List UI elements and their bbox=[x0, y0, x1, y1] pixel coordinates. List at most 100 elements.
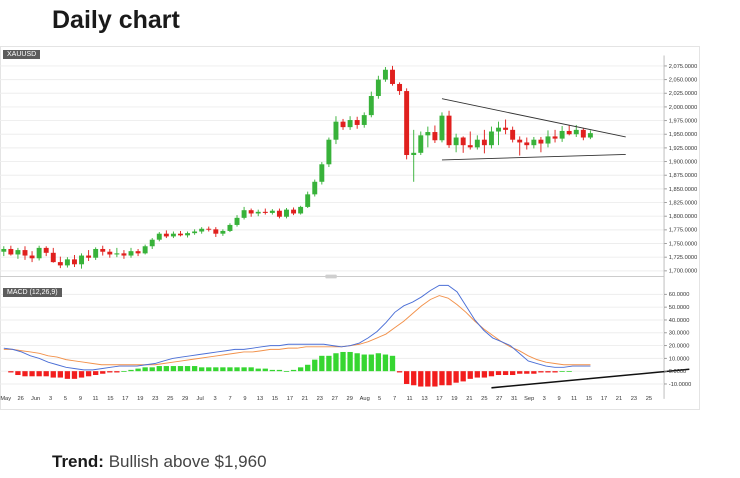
candle-body bbox=[135, 251, 141, 254]
x-tick-label: Jul bbox=[197, 396, 204, 402]
candle-body bbox=[100, 248, 106, 252]
macd-tick-label: 30.0000 bbox=[669, 331, 690, 337]
candle-body bbox=[185, 233, 191, 236]
x-tick-label: 23 bbox=[317, 396, 323, 402]
x-tick-label: 25 bbox=[167, 396, 173, 402]
x-tick-label: 3 bbox=[49, 396, 52, 402]
price-tick-label: 2,050.0000 bbox=[669, 77, 697, 83]
candle-body bbox=[206, 228, 212, 230]
x-tick-label: 9 bbox=[243, 396, 246, 402]
x-tick-label: 15 bbox=[586, 396, 592, 402]
x-tick-label: 17 bbox=[122, 396, 128, 402]
candle-body bbox=[15, 250, 21, 255]
histogram-bar bbox=[227, 367, 233, 372]
histogram-bar bbox=[78, 371, 85, 378]
triangle-trendline bbox=[441, 153, 626, 161]
histogram-bar bbox=[57, 371, 63, 378]
histogram-bar bbox=[425, 371, 431, 387]
candle-body bbox=[496, 127, 501, 132]
candle-body bbox=[149, 239, 155, 247]
x-tick-label: 19 bbox=[137, 396, 143, 402]
symbol-label: XAUUSD bbox=[3, 50, 41, 59]
histogram-bar bbox=[206, 367, 212, 372]
x-tick-label: 21 bbox=[466, 396, 472, 402]
candle-body bbox=[170, 233, 176, 237]
candle-body bbox=[368, 95, 374, 116]
candle-body bbox=[503, 127, 509, 130]
triangle-trendline bbox=[441, 98, 626, 138]
histogram-bar bbox=[93, 371, 99, 376]
price-tick-label: 2,000.0000 bbox=[669, 105, 697, 111]
signal-line bbox=[3, 295, 591, 366]
candle-body bbox=[156, 233, 162, 240]
candle-body bbox=[220, 230, 226, 234]
histogram-bar bbox=[432, 371, 438, 387]
candle-body bbox=[361, 115, 367, 125]
candle-body bbox=[411, 152, 417, 156]
histogram-bar bbox=[297, 367, 304, 372]
histogram-bar bbox=[474, 371, 480, 378]
price-tick-label: 1,925.0000 bbox=[669, 146, 697, 152]
candle-body bbox=[481, 139, 487, 146]
histogram-bar bbox=[22, 371, 28, 377]
candle-body bbox=[397, 83, 403, 92]
candle-body bbox=[142, 246, 148, 254]
macd-tick-label: 60.0000 bbox=[669, 292, 690, 298]
histogram-bar bbox=[396, 371, 403, 373]
price-tick-label: 1,950.0000 bbox=[669, 132, 697, 138]
histogram-bar bbox=[100, 371, 106, 374]
histogram-bar bbox=[149, 367, 155, 372]
candle-body bbox=[29, 255, 35, 259]
histogram-bar bbox=[276, 369, 283, 372]
histogram-bar bbox=[375, 353, 382, 372]
histogram-bar bbox=[509, 371, 516, 376]
x-tick-label: 11 bbox=[571, 396, 577, 402]
candle-body bbox=[517, 139, 523, 143]
histogram-bar bbox=[213, 367, 219, 372]
price-tick-label: 1,775.0000 bbox=[669, 228, 697, 234]
x-tick-label: 25 bbox=[481, 396, 487, 402]
histogram-bar bbox=[290, 369, 297, 372]
histogram-bar bbox=[538, 371, 544, 373]
x-tick-label: 3 bbox=[214, 396, 217, 402]
candle-body bbox=[559, 130, 565, 139]
candle-body bbox=[192, 231, 198, 234]
histogram-bar bbox=[305, 364, 311, 372]
x-tick-label: 9 bbox=[558, 396, 561, 402]
candle-body bbox=[227, 224, 233, 231]
x-tick-label: 27 bbox=[332, 396, 338, 402]
histogram-bar bbox=[531, 371, 537, 374]
histogram-bar bbox=[283, 371, 290, 372]
x-tick-label: 25 bbox=[646, 396, 652, 402]
histogram-bar bbox=[488, 371, 495, 377]
histogram-bar bbox=[354, 353, 360, 372]
macd-tick-label: -10.0000 bbox=[669, 382, 691, 388]
candle-body bbox=[418, 135, 424, 153]
candle-body bbox=[354, 120, 360, 125]
macd-trendline bbox=[491, 368, 690, 389]
histogram-bar bbox=[114, 371, 120, 373]
histogram-bar bbox=[382, 354, 389, 372]
histogram-bar bbox=[545, 371, 551, 373]
candle-body bbox=[234, 217, 240, 225]
x-tick-label: 15 bbox=[272, 396, 278, 402]
candle-body bbox=[460, 137, 466, 146]
candle-body bbox=[255, 211, 261, 214]
price-tick-label: 1,975.0000 bbox=[669, 118, 697, 124]
x-tick-label: 13 bbox=[257, 396, 263, 402]
x-tick-label: 13 bbox=[421, 396, 427, 402]
x-tick-label: 23 bbox=[152, 396, 158, 402]
histogram-bar bbox=[446, 371, 452, 386]
pane-divider-handle[interactable] bbox=[325, 274, 337, 279]
histogram-bar bbox=[403, 371, 410, 384]
candle-body bbox=[57, 262, 63, 266]
candle-body bbox=[178, 233, 183, 236]
histogram-bar bbox=[170, 366, 177, 372]
candle-body bbox=[453, 137, 459, 146]
histogram-bar bbox=[135, 368, 141, 372]
histogram-bar bbox=[326, 355, 332, 372]
histogram-bar bbox=[389, 355, 396, 372]
candle-body bbox=[312, 181, 318, 195]
candle-body bbox=[531, 139, 537, 146]
x-axis: May 26 Jun 3 5 9 11 15 17 19 23 25 29 Jul 3 7 9 13 15 17 21 2… bbox=[0, 396, 652, 402]
